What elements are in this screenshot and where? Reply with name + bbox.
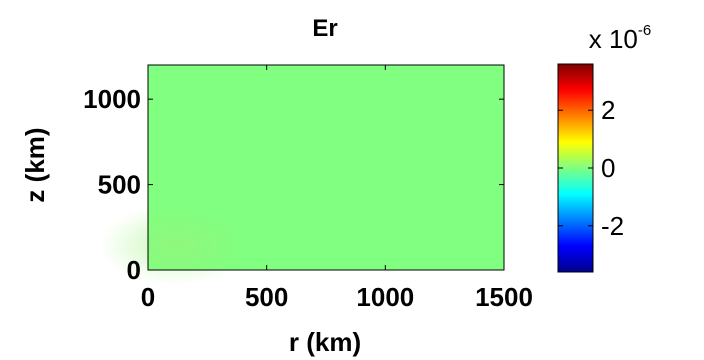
colorbar-tick-label: -2 (601, 211, 624, 241)
chart-title: Er (312, 15, 337, 42)
colorbar-tick-label: 2 (601, 95, 615, 125)
colorbar-gradient (557, 63, 594, 273)
y-tick-label: 500 (98, 170, 141, 200)
x-tick-label: 500 (245, 282, 288, 312)
x-tick-label: 1000 (356, 282, 414, 312)
colorbar-tick-label: 0 (601, 153, 615, 183)
y-axis-ticks: 0 500 1000 (83, 84, 504, 285)
colorbar-exponent-label: x 10-6 (589, 22, 652, 54)
plot-frame (147, 64, 505, 271)
x-axis-label: r (km) (289, 327, 361, 357)
y-tick-label: 1000 (83, 84, 141, 114)
plot-area (100, 64, 505, 285)
y-axis-label: z (km) (20, 127, 50, 202)
colorbar: -2 0 2 x 10-6 (557, 22, 652, 273)
y-tick-label: 0 (127, 255, 141, 285)
colorbar-ticks: -2 0 2 (558, 95, 624, 241)
x-axis-ticks: 0 500 1000 1500 (141, 65, 533, 312)
x-tick-label: 1500 (475, 282, 533, 312)
heatmap-faint-region (100, 205, 250, 285)
x-tick-label: 0 (141, 282, 155, 312)
